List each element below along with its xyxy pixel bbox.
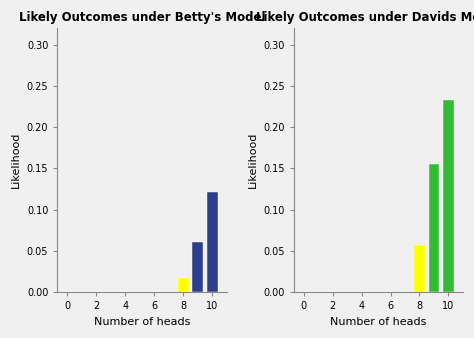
Title: Likely Outcomes under Davids Model: Likely Outcomes under Davids Model: [256, 11, 474, 24]
Bar: [207, 192, 218, 292]
X-axis label: Number of heads: Number of heads: [330, 317, 427, 327]
Title: Likely Outcomes under Betty's Model: Likely Outcomes under Betty's Model: [18, 11, 265, 24]
Bar: [443, 99, 454, 292]
Bar: [178, 279, 189, 292]
Y-axis label: Likelihood: Likelihood: [247, 132, 257, 188]
Bar: [428, 164, 439, 292]
Bar: [414, 245, 425, 292]
Bar: [192, 242, 203, 292]
X-axis label: Number of heads: Number of heads: [94, 317, 190, 327]
Y-axis label: Likelihood: Likelihood: [11, 132, 21, 188]
